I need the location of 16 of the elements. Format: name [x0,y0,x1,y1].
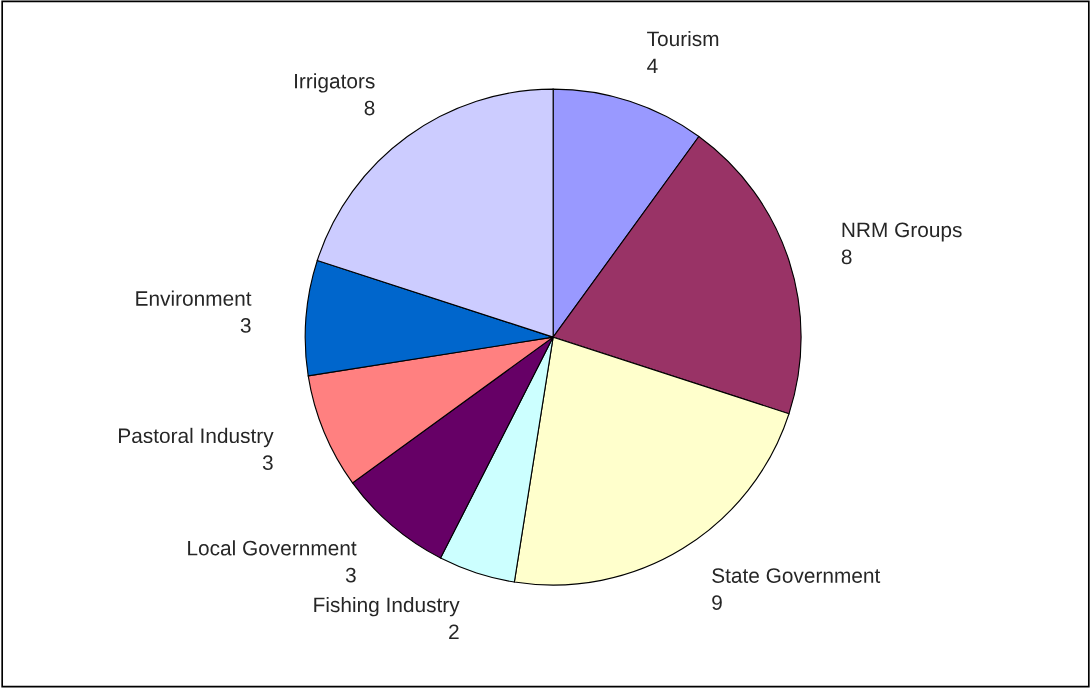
slice-label: Environment [136,290,252,306]
slice-label: Tourism [647,30,719,47]
slice-label: NRM Groups [842,222,962,242]
data-label: 9 [712,595,722,610]
data-label: 8 [841,249,852,265]
data-label: 3 [240,318,251,333]
data-label: 3 [262,455,273,471]
slice-label: Irrigators [295,73,375,93]
data-label: 3 [345,567,356,583]
slice-label: Pastoral Industry [119,427,274,448]
slice-label: Local Government [188,540,357,556]
data-label: 4 [647,58,658,73]
slice-label: State Government [712,568,881,583]
data-label: 2 [449,624,459,640]
slice-label: Fishing Industry [314,596,460,617]
data-label: 8 [364,100,375,116]
